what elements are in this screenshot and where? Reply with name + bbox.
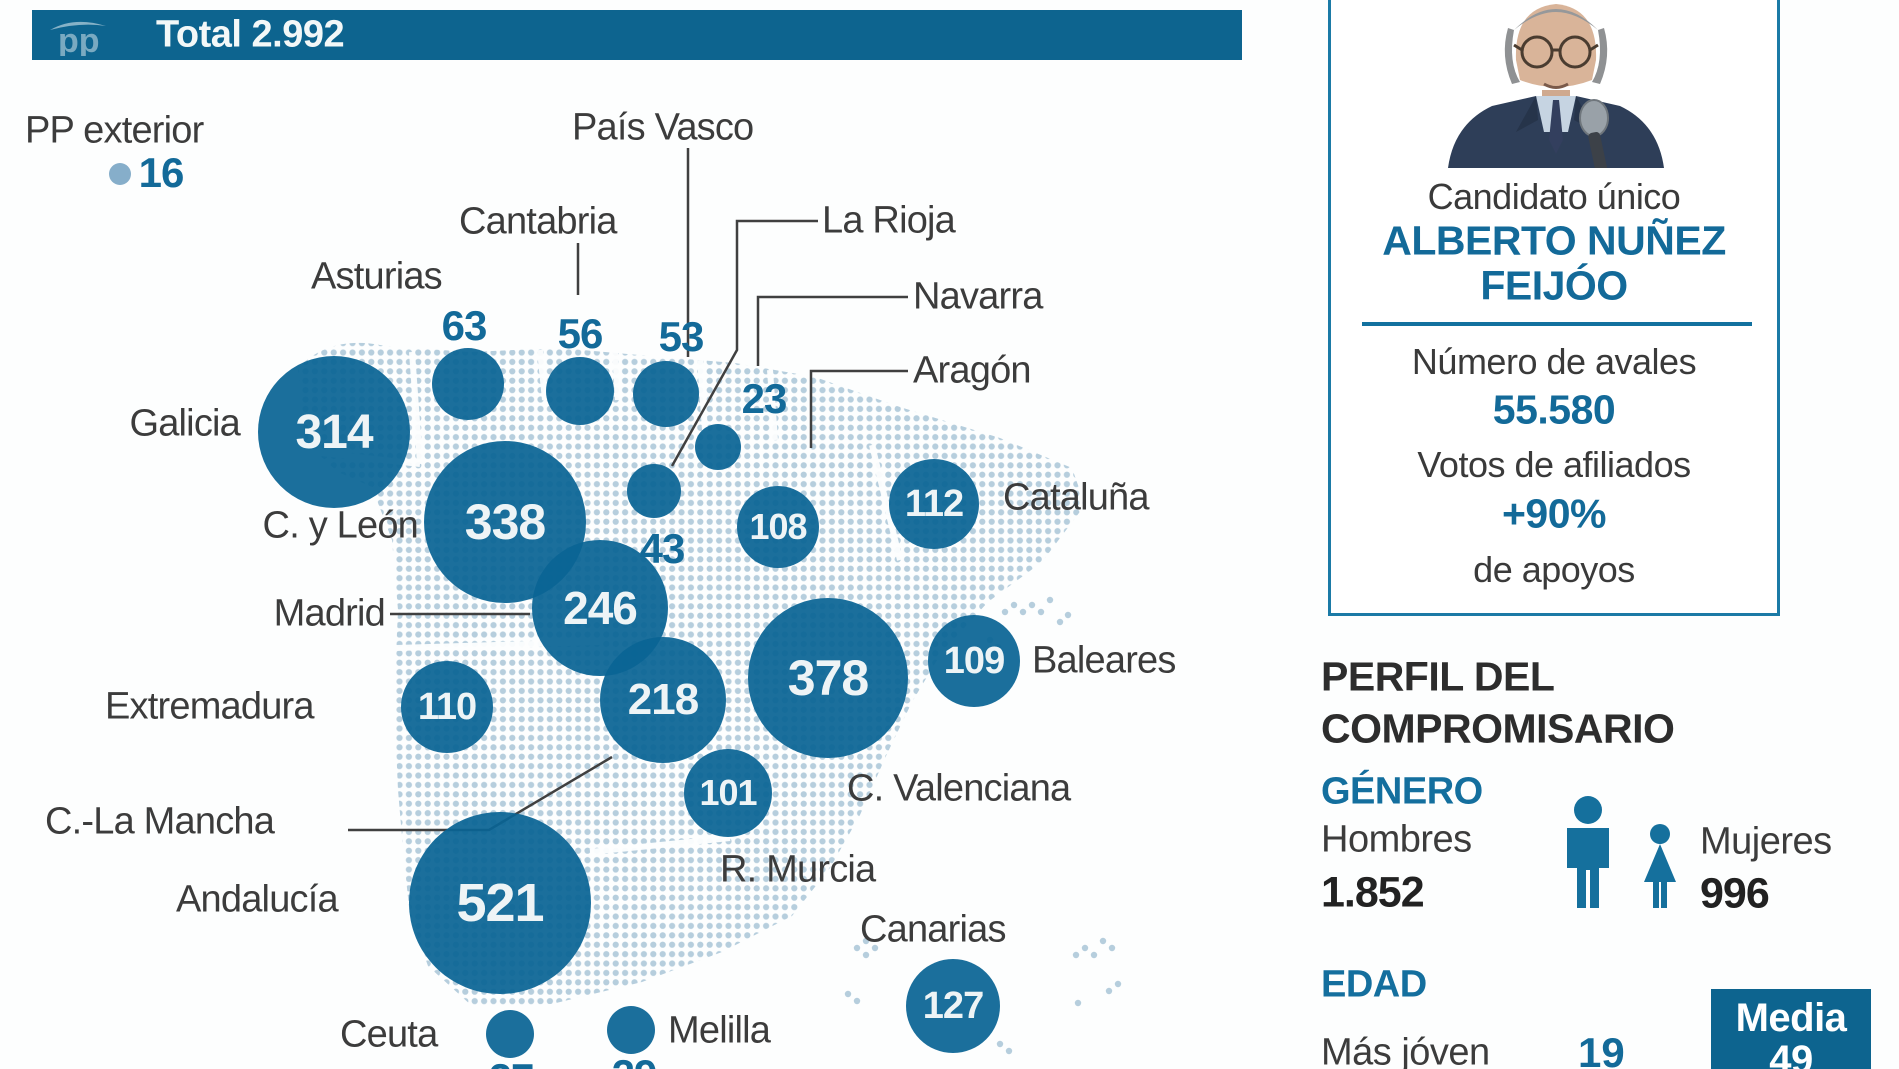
average-label: Media [1735,996,1847,1040]
candidate-title: Candidato único [1427,176,1681,217]
total-label: Total 2.992 [156,13,345,56]
region-label-cantabria: Cantabria [459,200,617,243]
region-label-madrid: Madrid [273,592,386,635]
region-label-navarra: Navarra [913,275,1043,318]
region-label-la-rioja: La Rioja [822,199,956,242]
bubble-cantabria [546,357,614,425]
region-label-melilla: Melilla [668,1009,771,1052]
bubble-asturias [432,348,504,420]
pointer-line-la-rioja [670,219,818,467]
bubble-value: 101 [699,772,757,813]
bubble-pais-vasco [633,361,699,427]
age-heading: EDAD [1321,963,1427,1006]
region-label-castilla-la-mancha: C.-La Mancha [45,800,275,843]
region-label-canarias: Canarias [860,908,1006,951]
bubble-r-murcia: 101 [684,749,772,837]
bubble-value: 109 [943,639,1005,682]
value-pp-exterior: 16 [138,149,185,196]
bubble-extremadura: 110 [401,661,493,753]
bubble-pp-exterior [109,163,131,185]
bubble-value: 378 [787,650,869,706]
bubble-andalucia: 521 [409,812,591,994]
bubble-la-rioja [627,464,681,518]
bubble-value: 127 [922,984,984,1027]
value-melilla: 29 [612,1051,658,1069]
bubble-value: 246 [563,582,638,634]
bubble-navarra [695,424,741,470]
bubble-value: 108 [749,506,807,547]
avales-label: Número de avales [1411,341,1697,382]
youngest-value: 19 [1578,1029,1625,1069]
affiliates-label: Votos de afiliados [1417,444,1691,485]
profile-title-line2: COMPROMISARIO [1321,705,1675,752]
region-label-aragon: Aragón [913,349,1032,392]
region-label-cataluna: Cataluña [1003,476,1150,519]
card-divider [1362,322,1752,326]
female-figure-icon [1644,824,1676,908]
value-navarra: 23 [741,375,788,422]
youngest-label: Más jóven [1321,1031,1490,1069]
bubble-aragon: 108 [737,486,819,568]
avales-value: 55.580 [1492,386,1616,433]
bubble-value: 338 [464,494,546,550]
value-ceuta: 27 [489,1055,535,1069]
profile-title-line1: PERFIL DEL [1321,653,1555,700]
candidate-name-line2: FEIJÓO [1480,262,1628,309]
region-label-andalucia: Andalucía [176,878,339,921]
bubble-value: 110 [417,685,477,728]
canarias-islands-dots [844,937,1122,1055]
bubble-castilla-la-mancha: 218 [600,637,726,763]
affiliates-value: +90% [1501,490,1607,537]
bubble-c-valenciana: 378 [748,598,908,758]
svg-text:pp: pp [58,22,100,56]
bubble-value: 521 [456,873,544,933]
bubble-melilla [607,1006,655,1054]
value-pais-vasco: 53 [658,313,705,360]
region-label-r-murcia: R. Murcia [720,848,876,891]
affiliates-suffix: de apoyos [1473,549,1635,590]
bubble-value: 218 [627,675,699,724]
candidate-name-line1: ALBERTO NUÑEZ [1382,217,1726,264]
header-bar: pp Total 2.992 [32,10,1242,60]
value-cantabria: 56 [557,310,604,357]
bubble-value: 112 [904,482,964,525]
region-label-extremadura: Extremadura [105,685,315,728]
women-label: Mujeres [1700,820,1832,863]
region-label-asturias: Asturias [311,255,443,298]
average-value: 49 [1769,1038,1813,1069]
average-age-box: Media 49 [1711,989,1871,1069]
pp-logo-icon: pp [50,21,106,56]
bubble-ceuta [486,1010,534,1058]
region-label-c-valenciana: C. Valenciana [847,767,1071,810]
men-value: 1.852 [1321,868,1425,917]
pointer-line-aragon [809,369,908,448]
value-la-rioja: 43 [639,525,686,572]
men-label: Hombres [1321,818,1472,861]
bubble-canarias: 127 [906,959,1000,1053]
region-label-galicia: Galicia [129,402,240,445]
region-label-pp-exterior: PP exterior [25,109,204,152]
bubble-cataluna: 112 [889,459,979,549]
pointer-line-navarra [756,295,908,366]
value-asturias: 63 [441,302,488,349]
bubble-baleares: 109 [928,615,1020,707]
region-label-pais-vasco: País Vasco [572,106,754,149]
bubble-galicia: 314 [258,356,410,508]
bubble-value: 314 [295,405,373,459]
candidate-photo [1396,0,1716,168]
women-value: 996 [1700,869,1770,918]
gender-heading: GÉNERO [1321,770,1483,813]
male-figure-icon [1567,796,1609,908]
region-label-castilla-y-leon: C. y León [262,504,419,547]
region-label-ceuta: Ceuta [340,1013,438,1056]
region-label-baleares: Baleares [1032,639,1176,682]
